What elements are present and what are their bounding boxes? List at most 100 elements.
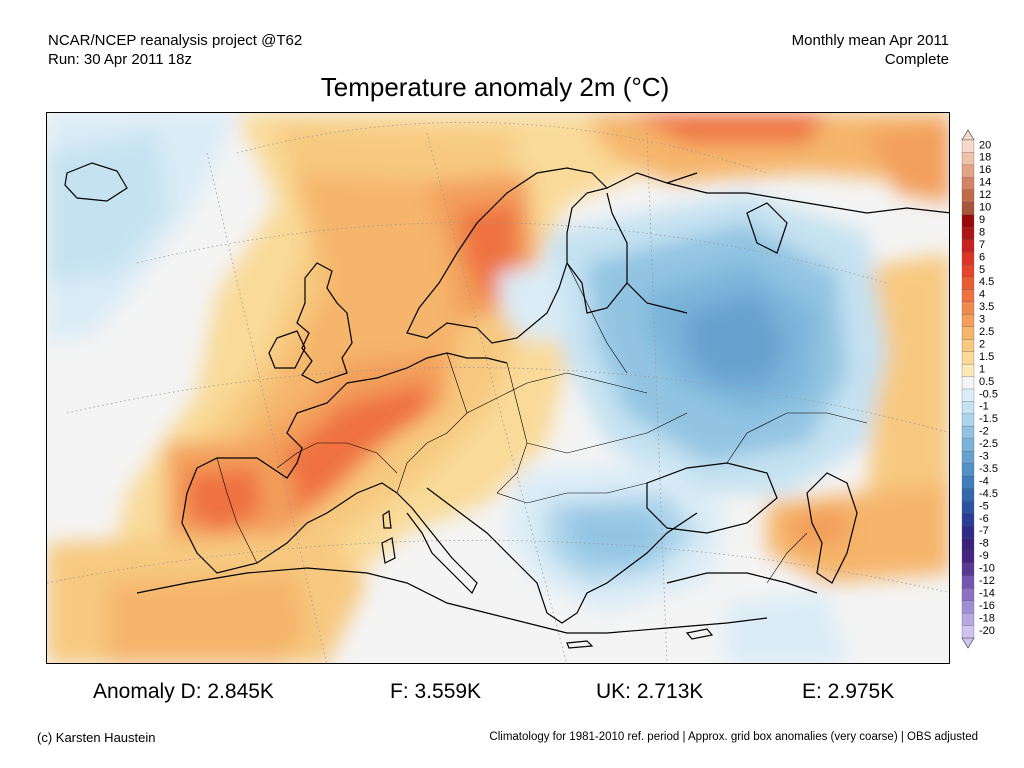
project-label: NCAR/NCEP reanalysis project @T62 [48,32,303,49]
legend-swatch [961,314,975,328]
legend-swatch [961,625,975,639]
legend-swatch [961,239,975,253]
stat-e: E: 2.975K [802,680,895,703]
credit-label: (c) Karsten Haustein [37,730,156,745]
anomaly-map-svg [47,113,949,663]
legend-label: -14 [979,587,995,599]
legend-swatch [961,363,975,378]
legend-label: 4.5 [979,276,994,288]
color-legend: 201816141210987654.543.532.521.510.5-0.5… [961,129,998,649]
legend-swatch [961,550,975,564]
legend-max-arrow [961,129,975,141]
legend-label: -10 [979,563,995,575]
legend-swatch [961,463,975,477]
graticule [47,122,949,663]
legend-label: -7 [979,525,989,537]
anomaly-map [46,112,950,664]
legend-swatch [961,500,975,514]
legend-label: -4 [979,475,989,487]
run-label: Run: 30 Apr 2011 18z [48,51,192,68]
legend-swatch [961,575,975,589]
legend-min-arrow [961,637,975,649]
legend-label: 1 [979,363,985,375]
legend-swatch [961,177,975,191]
legend-label: 4 [979,289,985,301]
legend-label: -1.5 [979,413,998,425]
legend-swatch [961,525,975,539]
legend-swatch [961,227,975,241]
legend-label: 3.5 [979,301,994,313]
legend-swatch [961,152,975,166]
legend-swatch [961,513,975,527]
country-borders [216,262,868,584]
legend-label: -1 [979,401,989,413]
legend-swatch [961,413,975,427]
legend-swatch [961,351,975,365]
legend-label: 9 [979,214,985,226]
legend-label: 3 [979,314,985,326]
legend-swatch [961,438,975,452]
legend-label: 12 [979,189,991,201]
legend-swatch [961,264,975,278]
legend-swatch [961,339,975,353]
legend-label: 2 [979,338,985,350]
legend-label: -2.5 [979,438,998,450]
legend-label: -16 [979,600,995,612]
anomaly-field [47,113,949,663]
legend-label: 7 [979,239,985,251]
legend-label: 2.5 [979,326,994,338]
legend-swatch [961,538,975,552]
legend-label: -2 [979,426,989,438]
legend-label: 8 [979,226,985,238]
header-left: NCAR/NCEP reanalysis project @T62 Run: 3… [48,31,302,69]
legend-swatch [961,214,975,228]
legend-label: -0.5 [979,388,998,400]
legend-label: -4.5 [979,488,998,500]
legend-swatch [961,189,975,203]
legend-swatch [961,276,975,290]
stat-anomaly-d: Anomaly D: 2.845K [93,680,274,703]
legend-swatch [961,563,975,577]
legend-label: -12 [979,575,995,587]
stats-row: Anomaly D: 2.845K F: 3.559K UK: 2.713K E… [0,680,1024,706]
period-label: Monthly mean Apr 2011 [791,32,949,49]
legend-swatch [961,301,975,315]
legend-label: 20 [979,139,991,151]
legend-label: -3.5 [979,463,998,475]
legend-swatch [961,376,975,390]
legend-swatch [961,202,975,216]
legend-label: -9 [979,550,989,562]
legend-swatch [961,164,975,178]
climatology-note: Climatology for 1981-2010 ref. period | … [489,731,978,743]
legend-label: 10 [979,202,991,214]
legend-swatch [961,401,975,415]
legend-label: -8 [979,538,989,550]
legend-label: -6 [979,513,989,525]
legend-label: 5 [979,264,985,276]
legend-swatch [961,600,975,614]
legend-swatch [961,326,975,340]
legend-label: 0.5 [979,376,994,388]
header-right: Monthly mean Apr 2011 Complete [792,31,949,69]
legend-swatch [961,588,975,602]
legend-swatch [961,451,975,465]
legend-swatch [961,289,975,303]
legend-swatch [961,475,975,490]
legend-label: 14 [979,177,991,189]
legend-label: 16 [979,164,991,176]
legend-swatch [961,388,975,402]
legend-label: -5 [979,500,989,512]
legend-label: 18 [979,152,991,164]
legend-label: 1.5 [979,351,994,363]
coastlines [64,162,949,649]
legend-swatch [961,251,975,265]
legend-label: -18 [979,612,995,624]
status-label: Complete [884,51,949,68]
legend-swatch [961,612,975,627]
legend-swatch [961,139,975,153]
legend-label: -20 [979,625,995,637]
map-title: Temperature anomaly 2m (°C) [320,72,670,102]
legend-label: 6 [979,251,985,263]
stat-f: F: 3.559K [390,680,482,703]
legend-swatch [961,426,975,440]
